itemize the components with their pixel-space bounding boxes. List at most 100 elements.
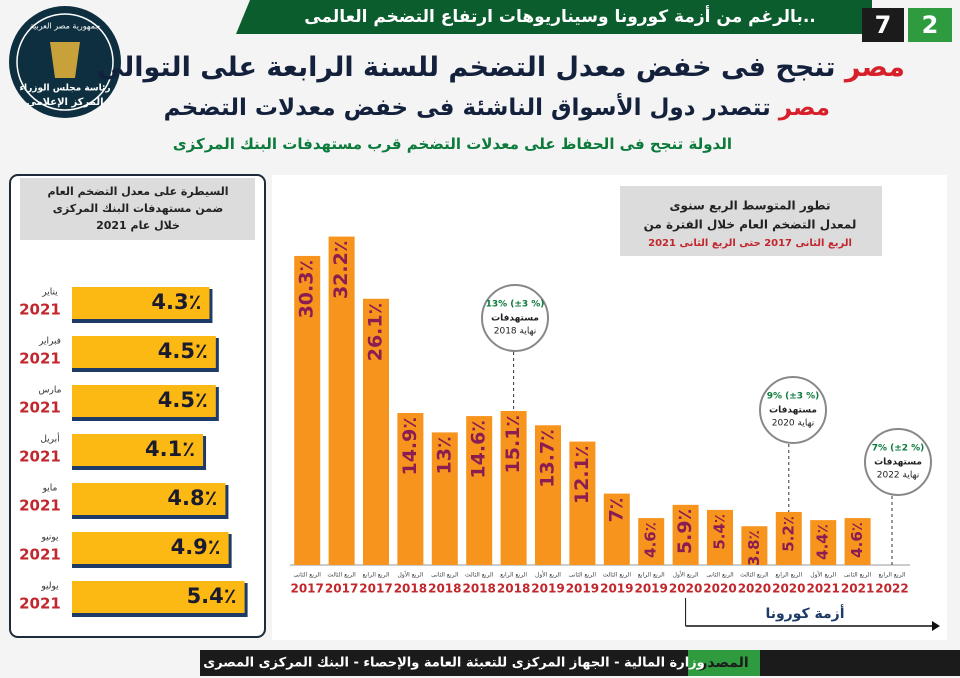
category-label: يناير <box>41 288 58 298</box>
annotation-bubble <box>481 284 549 352</box>
category-label: الربع الثالث <box>603 572 632 579</box>
period-label: أزمة كورونا <box>765 604 844 622</box>
chart-title: ضمن مستهدفات البنك المركزى <box>53 202 223 215</box>
value-label: 30.3٪ <box>296 260 318 318</box>
value-label: 14.9٪ <box>399 417 421 475</box>
group-label: 2018 <box>428 582 461 596</box>
bar <box>638 518 665 565</box>
value-label: 5.2٪ <box>779 516 797 552</box>
value-label: 26.1٪ <box>365 303 387 361</box>
chart-title: السيطرة على معدل التضخم العام <box>47 185 228 198</box>
category-label: الربع الرابع <box>363 572 390 579</box>
group-label: 2020 <box>738 582 771 596</box>
chart-title: لمعدل التضخم العام خلال الفترة من <box>644 218 857 233</box>
category-label: مايو <box>42 484 58 494</box>
group-label: 2021 <box>19 595 61 613</box>
bar <box>707 509 733 565</box>
title-highlight: مصر <box>844 52 905 83</box>
group-label: 2018 <box>394 582 427 596</box>
group-label: 2018 <box>462 582 495 596</box>
annotation-bubble <box>864 428 932 496</box>
annotation-bubble <box>759 376 827 444</box>
annotation-period: نهاية 2018 <box>494 327 537 337</box>
bar <box>603 493 630 565</box>
value-label: 5.9٪ <box>674 509 696 554</box>
group-label: 2019 <box>634 582 667 596</box>
group-label: 2021 <box>19 301 61 319</box>
annotation-label: مستهدفات <box>874 458 922 468</box>
bar <box>500 410 527 565</box>
logo-line: رئاسة مجلس الوزراء <box>19 84 110 94</box>
group-label: 2020 <box>669 582 702 596</box>
category-label: الربع الثانى <box>569 572 597 579</box>
bar <box>431 432 458 565</box>
annotation-period: نهاية 2020 <box>772 419 815 429</box>
bar <box>72 385 216 417</box>
subtitle: مصر تتصدر دول الأسواق الناشئة فى خفض معد… <box>164 95 830 121</box>
category-label: الربع الثانى <box>706 572 734 579</box>
group-label: 2021 <box>841 582 874 596</box>
group-label: 2021 <box>19 497 61 515</box>
annotation-target: 13% (±3 %) <box>486 300 545 310</box>
group-label: 2021 <box>19 399 61 417</box>
category-label: الربع الثانى <box>431 572 459 579</box>
category-label: الربع الرابع <box>500 572 527 579</box>
banner-text: بالرغم من أزمة كورونا وسيناريوهات ارتفاع… <box>304 5 815 27</box>
bar <box>72 483 226 515</box>
category-label: الربع الثانى <box>844 572 872 579</box>
subtitle-text: تتصدر دول الأسواق الناشئة فى خفض معدلات … <box>163 95 771 121</box>
footer-label: المصدر <box>698 655 748 671</box>
category-label: الربع الرابع <box>638 572 665 579</box>
group-label: 2019 <box>600 582 633 596</box>
bar <box>397 413 424 565</box>
left-title-box <box>20 178 255 240</box>
value-label: 13.7٪ <box>537 429 559 487</box>
group-label: 2019 <box>566 582 599 596</box>
page-current-box <box>908 8 952 42</box>
value-label: 7٪ <box>605 498 627 523</box>
bar <box>569 441 596 565</box>
value-label: 12.1٪ <box>571 446 593 504</box>
category-label: الربع الأول <box>673 571 699 579</box>
value-label: 3.8٪ <box>745 530 763 566</box>
annotation-label: مستهدفات <box>491 314 539 324</box>
value-label: 4.5٪ <box>158 339 208 363</box>
group-label: 2020 <box>703 582 736 596</box>
bar <box>466 416 493 565</box>
chart-subtitle: الربع الثانى 2017 حتى الربع الثانى 2021 <box>648 238 852 249</box>
category-label: مارس <box>39 386 62 396</box>
logo-line: جمهورية مصر العربية <box>30 22 100 31</box>
category-label: الربع الأول <box>810 571 836 579</box>
group-label: 2021 <box>806 582 839 596</box>
group-label: 2017 <box>290 582 323 596</box>
value-label: 4.6٪ <box>848 522 866 558</box>
value-label: 32.2٪ <box>330 241 352 299</box>
category-label: الربع الأول <box>397 571 423 579</box>
category-label: الربع الرابع <box>879 572 906 579</box>
bar <box>72 532 229 564</box>
category-label: الربع الثالث <box>327 572 356 579</box>
category-label: الربع الثالث <box>740 572 769 579</box>
group-label: 2021 <box>19 448 61 466</box>
logo-eagle <box>50 42 80 78</box>
page-total: 7 <box>875 11 892 39</box>
footer-source: وزارة المالية - الجهاز المركزى للتعبئة ا… <box>203 656 704 671</box>
bar <box>294 255 321 565</box>
chart-title: تطور المتوسط الربع سنوى <box>670 199 831 214</box>
group-label: 2020 <box>772 582 805 596</box>
bar <box>363 298 389 565</box>
category-label: فبراير <box>38 337 61 347</box>
bar <box>672 504 699 565</box>
bar <box>535 425 561 565</box>
page-current: 2 <box>922 11 939 39</box>
annotation-target: 7% (±2 %) <box>872 444 925 454</box>
bar <box>72 287 210 319</box>
category-label: الربع الرابع <box>775 572 802 579</box>
title: مصر تنجح فى خفض معدل التضخم للسنة الرابع… <box>97 52 905 83</box>
annotation-target: 9% (±3 %) <box>767 392 820 402</box>
logo-line: المركز الإعلامى <box>26 97 103 108</box>
category-label: الربع الثالث <box>465 572 494 579</box>
value-label: 14.6٪ <box>468 420 490 478</box>
bar <box>72 581 245 613</box>
